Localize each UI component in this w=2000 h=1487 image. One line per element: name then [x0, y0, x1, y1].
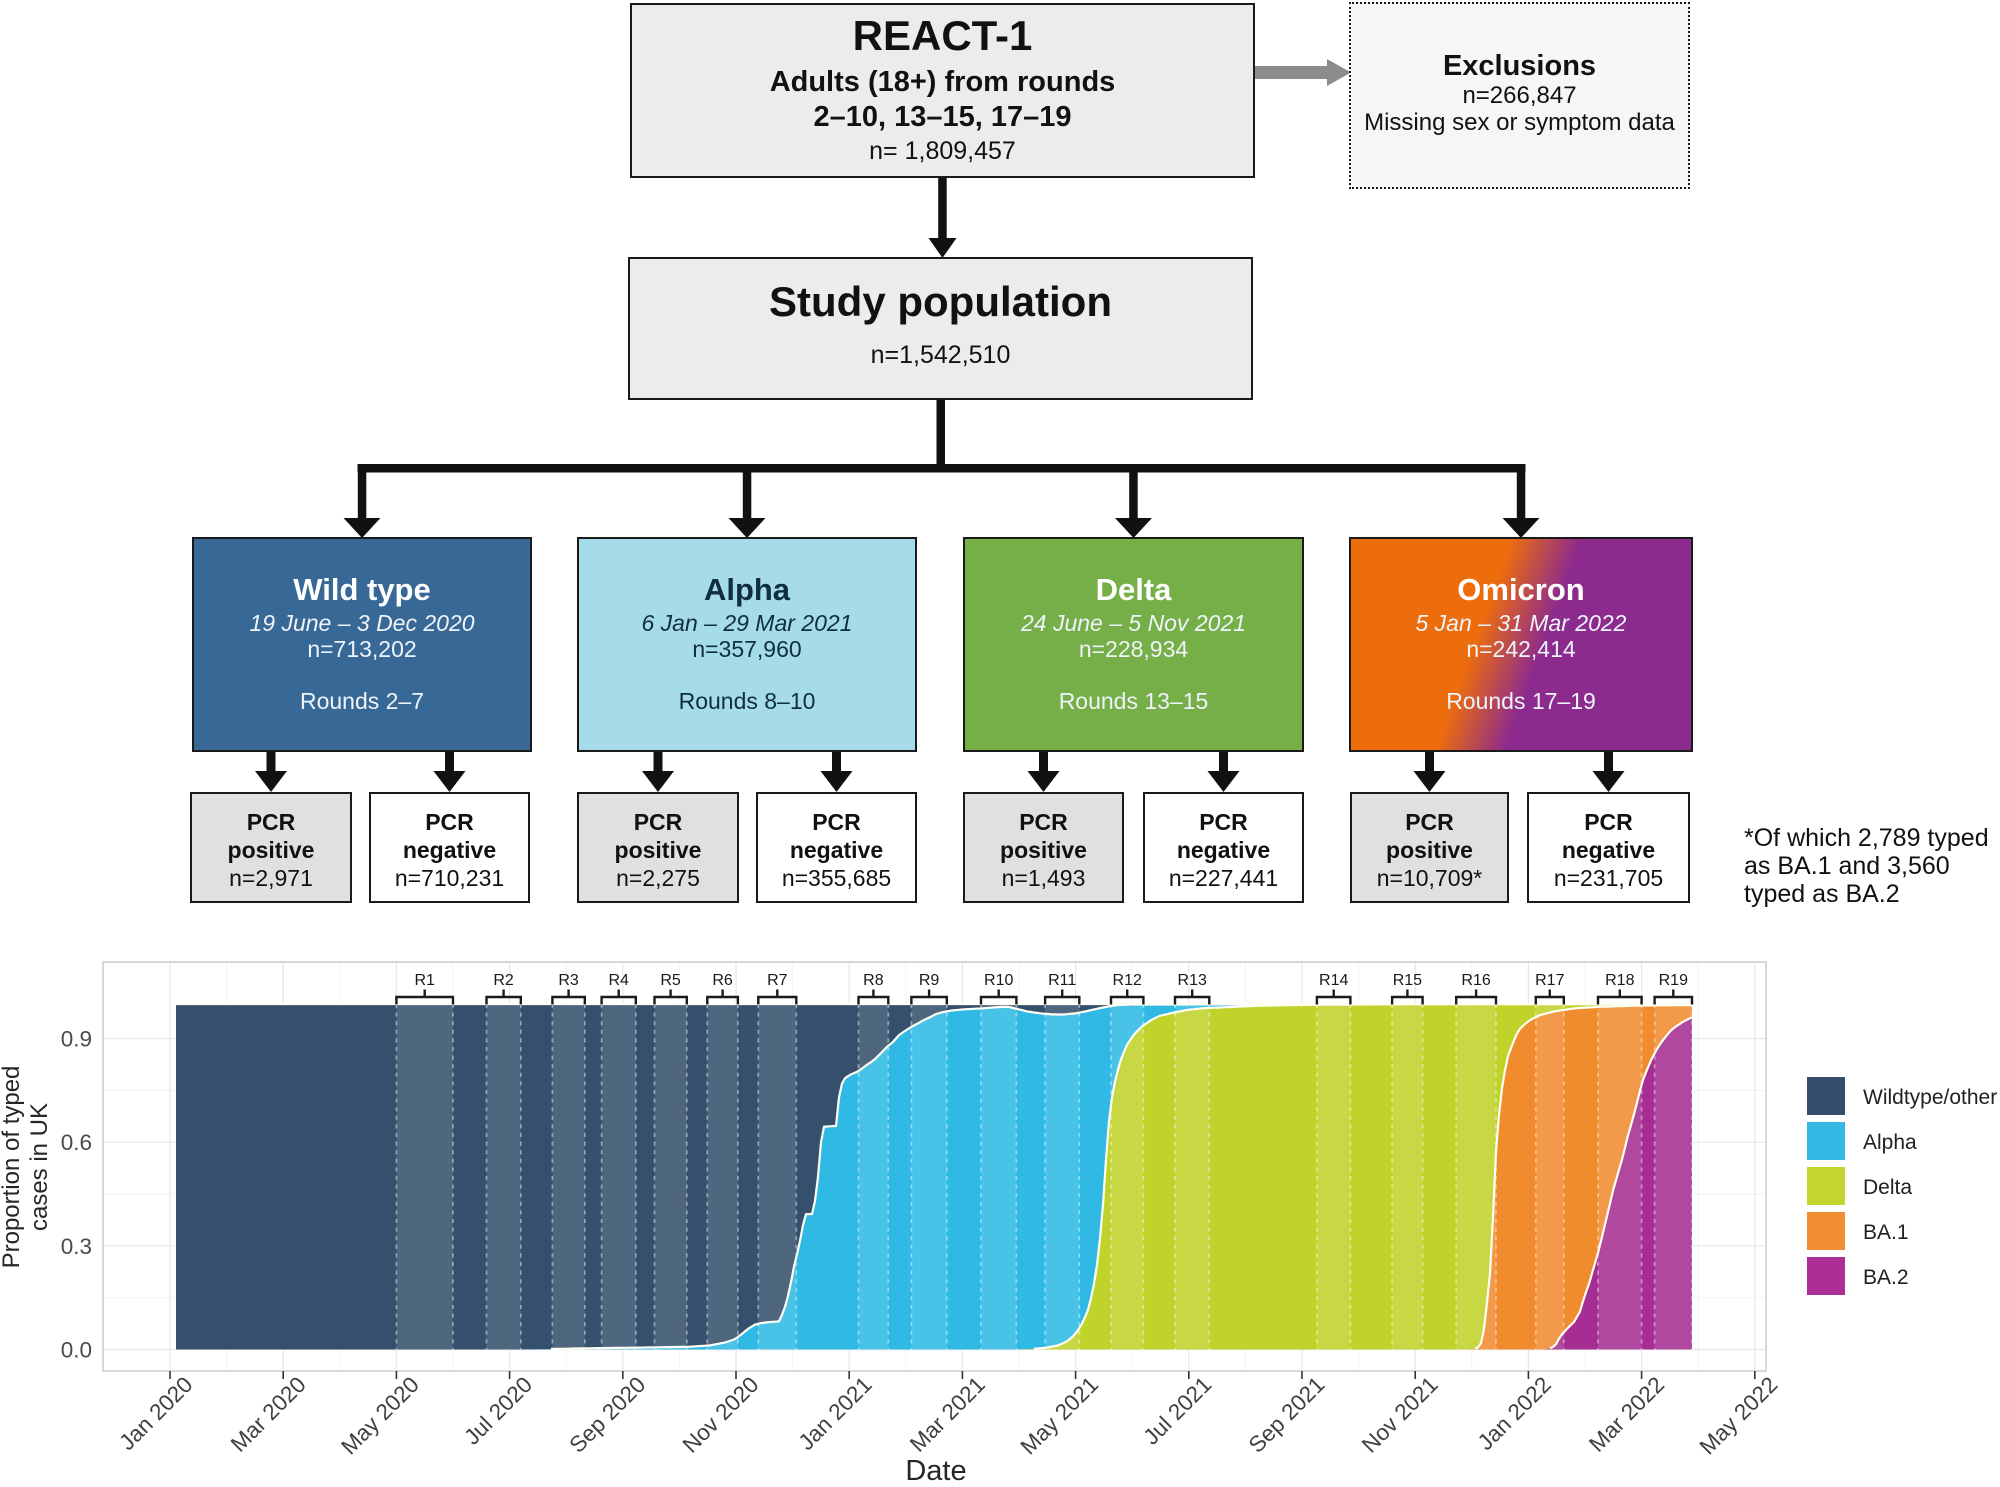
svg-text:R10: R10 — [984, 972, 1013, 989]
svg-text:0.6: 0.6 — [61, 1130, 92, 1155]
svg-text:R3: R3 — [558, 972, 579, 989]
svg-text:BA.1: BA.1 — [1863, 1221, 1909, 1244]
svg-text:R9: R9 — [919, 972, 940, 989]
svg-text:May 2022: May 2022 — [1695, 1372, 1783, 1460]
svg-text:Nov 2021: Nov 2021 — [1357, 1372, 1443, 1458]
svg-text:Sep 2021: Sep 2021 — [1244, 1372, 1330, 1458]
svg-text:Nov 2020: Nov 2020 — [678, 1372, 764, 1458]
svg-text:Sep 2020: Sep 2020 — [565, 1372, 651, 1458]
svg-text:R16: R16 — [1461, 972, 1490, 989]
svg-text:Mar 2020: Mar 2020 — [226, 1372, 311, 1457]
svg-text:Delta: Delta — [1863, 1176, 1912, 1199]
svg-text:Alpha: Alpha — [1863, 1131, 1917, 1154]
svg-text:R1: R1 — [414, 972, 435, 989]
svg-text:R12: R12 — [1113, 972, 1142, 989]
svg-text:R13: R13 — [1178, 972, 1207, 989]
svg-text:R7: R7 — [767, 972, 788, 989]
svg-text:Jul 2021: Jul 2021 — [1138, 1372, 1216, 1450]
svg-text:R19: R19 — [1659, 972, 1688, 989]
svg-text:BA.2: BA.2 — [1863, 1266, 1909, 1289]
svg-text:R2: R2 — [493, 972, 514, 989]
svg-text:0.0: 0.0 — [61, 1338, 92, 1363]
svg-text:0.9: 0.9 — [61, 1027, 92, 1052]
svg-text:Jan 2022: Jan 2022 — [1473, 1372, 1556, 1455]
svg-text:Mar 2022: Mar 2022 — [1584, 1372, 1669, 1457]
svg-text:Wildtype/other: Wildtype/other — [1863, 1086, 1997, 1109]
svg-text:R8: R8 — [863, 972, 884, 989]
svg-text:R15: R15 — [1393, 972, 1422, 989]
svg-text:May 2020: May 2020 — [336, 1372, 424, 1460]
svg-text:R11: R11 — [1048, 972, 1076, 989]
svg-text:R4: R4 — [608, 972, 629, 989]
svg-text:R17: R17 — [1535, 972, 1564, 989]
svg-text:Proportion of typed: Proportion of typed — [0, 1066, 25, 1269]
svg-text:0.3: 0.3 — [61, 1234, 92, 1259]
svg-text:Jan 2020: Jan 2020 — [114, 1372, 197, 1455]
svg-text:Mar 2021: Mar 2021 — [905, 1372, 990, 1457]
svg-text:Date: Date — [905, 1455, 966, 1487]
svg-text:R18: R18 — [1605, 972, 1634, 989]
svg-text:May 2021: May 2021 — [1016, 1372, 1104, 1460]
svg-text:Jul 2020: Jul 2020 — [459, 1372, 537, 1450]
svg-text:R5: R5 — [660, 972, 681, 989]
svg-text:R6: R6 — [712, 972, 733, 989]
svg-text:R14: R14 — [1319, 972, 1348, 989]
svg-text:Jan 2021: Jan 2021 — [794, 1372, 877, 1455]
svg-text:cases in UK: cases in UK — [26, 1103, 53, 1231]
